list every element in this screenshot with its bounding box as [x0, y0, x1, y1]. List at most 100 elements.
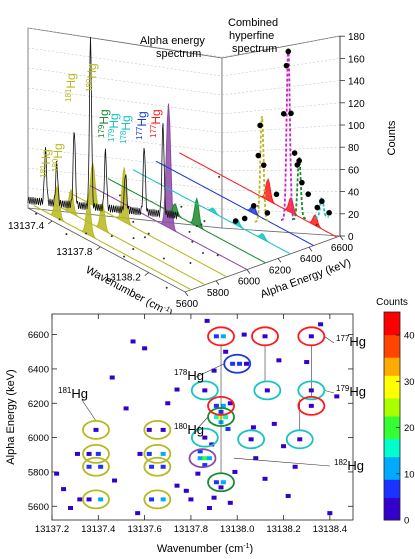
floor-dot [58, 218, 61, 221]
floor-dot [118, 194, 121, 197]
alpha-strip-5 [132, 169, 291, 255]
alpha-energy-ticks-3d: 5600 5800 6000 6200 6400 6600 [176, 235, 354, 310]
colorbar-step [384, 357, 400, 363]
leader-line [233, 457, 331, 467]
floor-dot [132, 220, 135, 223]
colorbar-step [384, 348, 400, 354]
heatmap-cell [253, 456, 259, 461]
y-tick-label: 6200 [28, 399, 49, 410]
wavenumber-ticks-3d: 13137.4 13137.8 13138.2 [8, 220, 150, 284]
heatmap-cell [248, 437, 254, 442]
isotope-label-3d: 179Hg [107, 113, 121, 142]
colorbar-step [384, 366, 400, 372]
colorbar-step [384, 388, 400, 394]
label-181hg: 181Hg [58, 386, 88, 401]
colorbar-step [384, 321, 400, 327]
colorbar-step [384, 384, 400, 390]
heatmap-cell [146, 427, 152, 432]
isotope-mass: 181 [39, 164, 48, 178]
alpha-strip-7 [179, 152, 338, 238]
heatmap-y-label: Alpha Energy (keV) [5, 369, 17, 464]
x-tick-label: 13138.0 [220, 524, 254, 535]
combined-data-point [305, 191, 312, 197]
heatmap-cell [227, 401, 233, 406]
isotope-mass: 180 [51, 158, 60, 172]
isotope-element: Hg [64, 73, 78, 88]
heatmap-cell [232, 469, 238, 474]
heatmap-cell [142, 346, 148, 351]
colorbar-step [384, 456, 400, 462]
wn-tick [47, 220, 53, 225]
colorbar-step [384, 515, 400, 521]
heatmap-cell [160, 427, 166, 432]
combined-data-point [241, 215, 248, 222]
isotope-label-3d: 178Hg [119, 115, 133, 144]
ae-tick-label: 5600 [176, 299, 199, 310]
heatmap-cell [276, 358, 282, 363]
heatmap-cell [223, 415, 229, 419]
heatmap-cell [206, 456, 212, 461]
combined-data-point [288, 110, 294, 117]
isotope-label-3d: 181Hg [39, 149, 53, 178]
heatmap-cell [95, 451, 101, 456]
isotope-circle-181 [82, 444, 110, 464]
combined-data-point [314, 204, 321, 211]
floor-dot [188, 230, 191, 233]
wn-tick [96, 246, 101, 251]
heatmap-cell [197, 449, 203, 454]
heatmap-cell [213, 415, 219, 419]
grid-line [27, 87, 341, 115]
y-tick-label: 6000 [28, 433, 49, 444]
heatmap-cell [220, 334, 226, 339]
heatmap-cell [202, 388, 208, 393]
combined-fit-3 [314, 195, 329, 219]
alpha-strip-2 [68, 163, 228, 278]
grid-line [27, 47, 341, 77]
isotope-label-3d: 180Hg [51, 143, 65, 172]
heatmap-cell [243, 361, 249, 366]
combined-hyperfine-spectrum [232, 47, 332, 224]
z-axis-ticks: 0 20 40 60 80 100 120 140 160 180 [340, 32, 365, 243]
colorbar-frame [383, 311, 401, 521]
heatmap-x-ticks: 13137.2 13137.4 13137.6 13137.8 13138.0 13138… [35, 314, 347, 535]
colorbar-step [384, 479, 400, 485]
wn-tick-label: 13137.8 [56, 247, 93, 258]
isotope-circle-181 [143, 419, 172, 440]
wn-tick-label: 13138.2 [105, 273, 142, 284]
heatmap-cell [74, 451, 80, 456]
leader-line [81, 399, 97, 422]
floor-dot [180, 205, 183, 208]
heatmap-cell [68, 505, 74, 510]
combined-data-point [326, 209, 332, 216]
colorbar-step [384, 438, 400, 444]
label-182hg: 182Hg [334, 458, 364, 473]
combined-annotation-2: hyperfine [229, 30, 274, 42]
floor-dot [35, 212, 38, 215]
x-tick-label: 13137.8 [174, 524, 208, 535]
heatmap-cell [318, 322, 324, 327]
isotope-element: Hg [85, 63, 99, 78]
floor-dot [132, 248, 135, 251]
heatmap-cell [130, 339, 136, 344]
isotope-element: Hg [51, 143, 65, 158]
heatmap-cell [220, 480, 226, 485]
back-alpha-spectrum [27, 36, 179, 220]
heatmap-cell [308, 403, 314, 408]
colorbar-step [384, 510, 400, 516]
colorbar-tick-label: 0 [404, 516, 409, 527]
floor-dot [191, 240, 194, 243]
colorbar-title: Counts [376, 297, 408, 308]
floor-dot [315, 223, 318, 226]
ae-tick-label: 6600 [331, 243, 354, 254]
heatmap-cell [146, 451, 152, 456]
colorbar-step [384, 488, 400, 494]
heatmap-cell [211, 495, 217, 500]
combined-data-point [285, 48, 292, 55]
ae-tick-label: 6400 [300, 254, 323, 265]
heatmap-cell [109, 375, 115, 380]
heatmap-cell [204, 318, 210, 323]
isotope-circle-179 [297, 380, 326, 401]
floor-dot [162, 257, 165, 260]
y-tick-label: 5800 [28, 467, 49, 478]
